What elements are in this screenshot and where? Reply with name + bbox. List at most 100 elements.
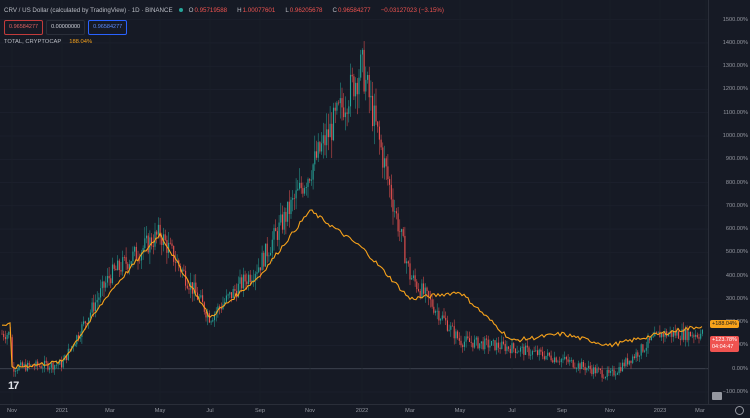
candle-body <box>50 362 52 368</box>
candle-body <box>258 267 260 273</box>
candle-body <box>290 199 292 215</box>
candle-body <box>139 259 141 261</box>
candle-body <box>382 147 384 168</box>
symbol-title[interactable]: CRV / US Dollar (calculated by TradingVi… <box>4 6 173 14</box>
candle-body <box>344 112 346 118</box>
candle-body <box>489 345 491 348</box>
candle-body <box>62 360 64 368</box>
candle-body <box>322 135 324 144</box>
candle-body <box>387 166 389 180</box>
candle-body <box>499 347 501 349</box>
candle-body <box>538 349 540 355</box>
price-axis-tick: −100.00% <box>722 389 748 395</box>
candle-body <box>543 356 545 360</box>
candle-body <box>127 263 129 269</box>
scale-icon[interactable] <box>712 392 722 400</box>
candle-body <box>667 333 669 337</box>
candle-body <box>324 135 326 146</box>
sell-price-box[interactable]: 0.96584277 <box>4 20 44 35</box>
time-axis-tick: Jul <box>206 408 214 414</box>
candle-body <box>105 282 107 288</box>
time-axis-tick: May <box>454 408 466 414</box>
candle-body <box>659 331 661 338</box>
candle-body <box>28 362 30 366</box>
candle-body <box>389 179 391 185</box>
candle-body <box>640 344 642 356</box>
candle-body <box>93 302 95 312</box>
candle-body <box>491 340 493 346</box>
chart-area[interactable]: CRV / US Dollar (calculated by TradingVi… <box>0 0 708 404</box>
candle-body <box>414 275 416 282</box>
candle-body <box>108 275 110 279</box>
candle-body <box>423 283 425 294</box>
candle-body <box>552 360 554 363</box>
candle-body <box>307 179 309 187</box>
settings-gear-icon[interactable] <box>735 406 744 415</box>
time-axis-tick: Sep <box>557 408 567 414</box>
candle-body <box>298 182 301 189</box>
candle-body <box>593 367 595 375</box>
candle-body <box>144 238 146 249</box>
candle-body <box>380 139 382 148</box>
candle-body <box>113 264 115 269</box>
candle-body <box>234 288 236 291</box>
candle-body <box>229 292 231 295</box>
candle-body <box>492 340 494 341</box>
candle-body <box>101 281 103 289</box>
candle-body <box>217 306 219 312</box>
candle-body <box>421 283 423 297</box>
candle-body <box>457 331 459 339</box>
tradingview-logo[interactable]: 17 <box>8 380 19 392</box>
compare-value: 188.04% <box>69 39 93 45</box>
candle-body <box>60 360 63 368</box>
candle-body <box>688 331 690 341</box>
candle-body <box>637 352 639 357</box>
time-axis[interactable]: Nov 2021 Mar May Jul Sep Nov 2022 Mar May Jul Sep No… <box>0 404 750 418</box>
candle-body <box>698 337 700 339</box>
candle-body <box>76 335 78 345</box>
candle-body <box>145 235 148 239</box>
candle-body <box>49 367 51 370</box>
candle-body <box>475 337 477 340</box>
candle-body <box>135 246 137 260</box>
candle-body <box>57 364 59 366</box>
candle-body <box>156 231 158 235</box>
price-chart[interactable] <box>0 0 708 404</box>
candle-body <box>545 355 547 360</box>
candle-body <box>385 158 387 167</box>
candle-body <box>202 295 204 303</box>
candle-body <box>280 214 282 223</box>
candle-body <box>239 277 241 284</box>
candle-body <box>287 201 289 222</box>
candle-body <box>186 285 188 289</box>
candle-body <box>591 369 593 375</box>
price-axis[interactable]: 1500.00% 1400.00% 1300.00% 1200.00% 1100.00%… <box>708 0 750 404</box>
candle-body <box>689 331 692 337</box>
candle-body <box>511 343 513 354</box>
candle-body <box>598 368 600 370</box>
candle-body <box>253 280 255 281</box>
candle-body <box>321 143 323 152</box>
time-axis-tick: Jul <box>508 408 516 414</box>
candle-body <box>514 348 516 354</box>
candle-body <box>412 275 414 279</box>
candle-body <box>79 336 81 339</box>
candle-body <box>122 257 124 272</box>
candle-body <box>649 338 651 341</box>
ohlc-high: H1.00077601 <box>237 6 276 14</box>
candle-body <box>455 331 457 339</box>
candle-body <box>147 235 149 253</box>
candle-body <box>477 337 479 349</box>
compare-legend[interactable]: TOTAL, CRYPTOCAP 188.04% <box>4 39 92 45</box>
candle-body <box>438 310 440 321</box>
candle-body <box>368 75 370 98</box>
time-axis-tick: May <box>154 408 166 414</box>
candle-body <box>445 317 447 321</box>
buy-price-box[interactable]: 0.96584277 <box>88 20 128 35</box>
candle-body <box>377 121 379 127</box>
candle-body <box>275 228 277 232</box>
candle-body <box>117 260 119 271</box>
candle-body <box>395 211 397 214</box>
candle-body <box>586 367 588 371</box>
price-axis-tick: 1200.00% <box>722 86 748 93</box>
